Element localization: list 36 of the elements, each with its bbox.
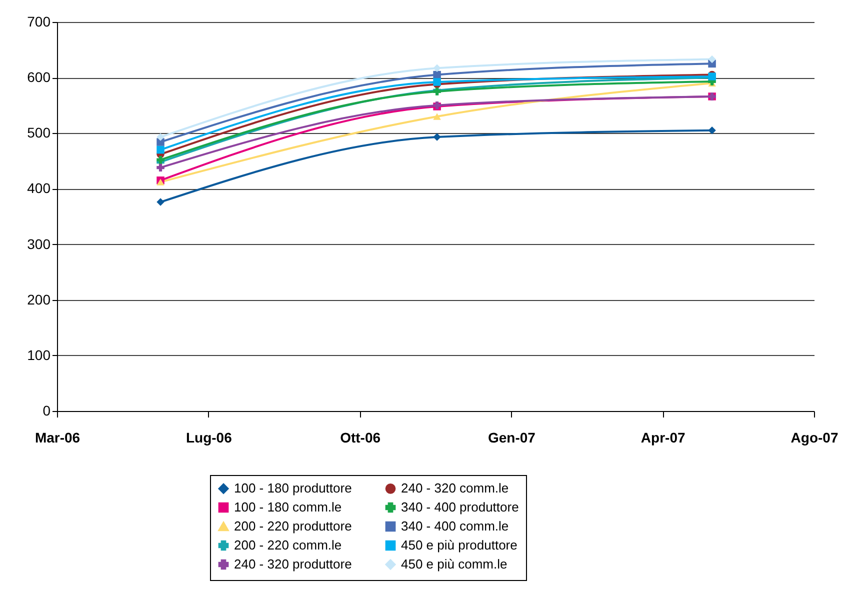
point: [433, 113, 441, 120]
point: [433, 133, 441, 141]
x-tick-label: Ago-07: [790, 430, 838, 446]
x-tick-label: Apr-07: [640, 430, 686, 446]
point: [156, 198, 164, 206]
point: [433, 64, 441, 72]
point: [156, 133, 164, 141]
x-tick-label: Lug-06: [186, 430, 232, 446]
point: [433, 78, 441, 86]
legend-label: 200 - 220 produttore: [234, 518, 352, 534]
legend-label: 340 - 400 produttore: [401, 500, 519, 514]
point: [156, 156, 164, 164]
point: [433, 70, 441, 79]
legend-label: 450 e più comm.le: [401, 556, 508, 572]
point: [156, 146, 164, 154]
y-tick-label: 500: [27, 124, 51, 141]
y-tick-label: 600: [27, 69, 51, 86]
legend-label: 450 e più produttore: [401, 538, 518, 552]
y-tick-label: 700: [27, 14, 51, 30]
x-tick-label: Gen-07: [488, 430, 536, 446]
legend-label: 340 - 400 comm.le: [401, 518, 509, 534]
legend-label: 100 - 180 produttore: [234, 480, 352, 496]
point: [156, 164, 164, 172]
y-tick-label: 300: [27, 236, 51, 252]
point: [708, 55, 716, 64]
y-tick-label: 200: [27, 291, 51, 308]
x-tick-label: Mar-06: [34, 430, 80, 446]
legend-label: 240 - 320 comm.le: [401, 480, 509, 496]
y-tick-label: 0: [42, 402, 51, 418]
y-tick-label: 100: [27, 346, 51, 363]
x-tick-label: Ott-06: [340, 430, 381, 446]
legend-label: 240 - 320 produttore: [234, 556, 352, 572]
legend-label: 100 - 180 comm.le: [234, 500, 342, 514]
legend-label: 200 - 220 comm.le: [234, 538, 342, 552]
point: [708, 126, 716, 134]
y-tick-label: 400: [27, 180, 51, 196]
